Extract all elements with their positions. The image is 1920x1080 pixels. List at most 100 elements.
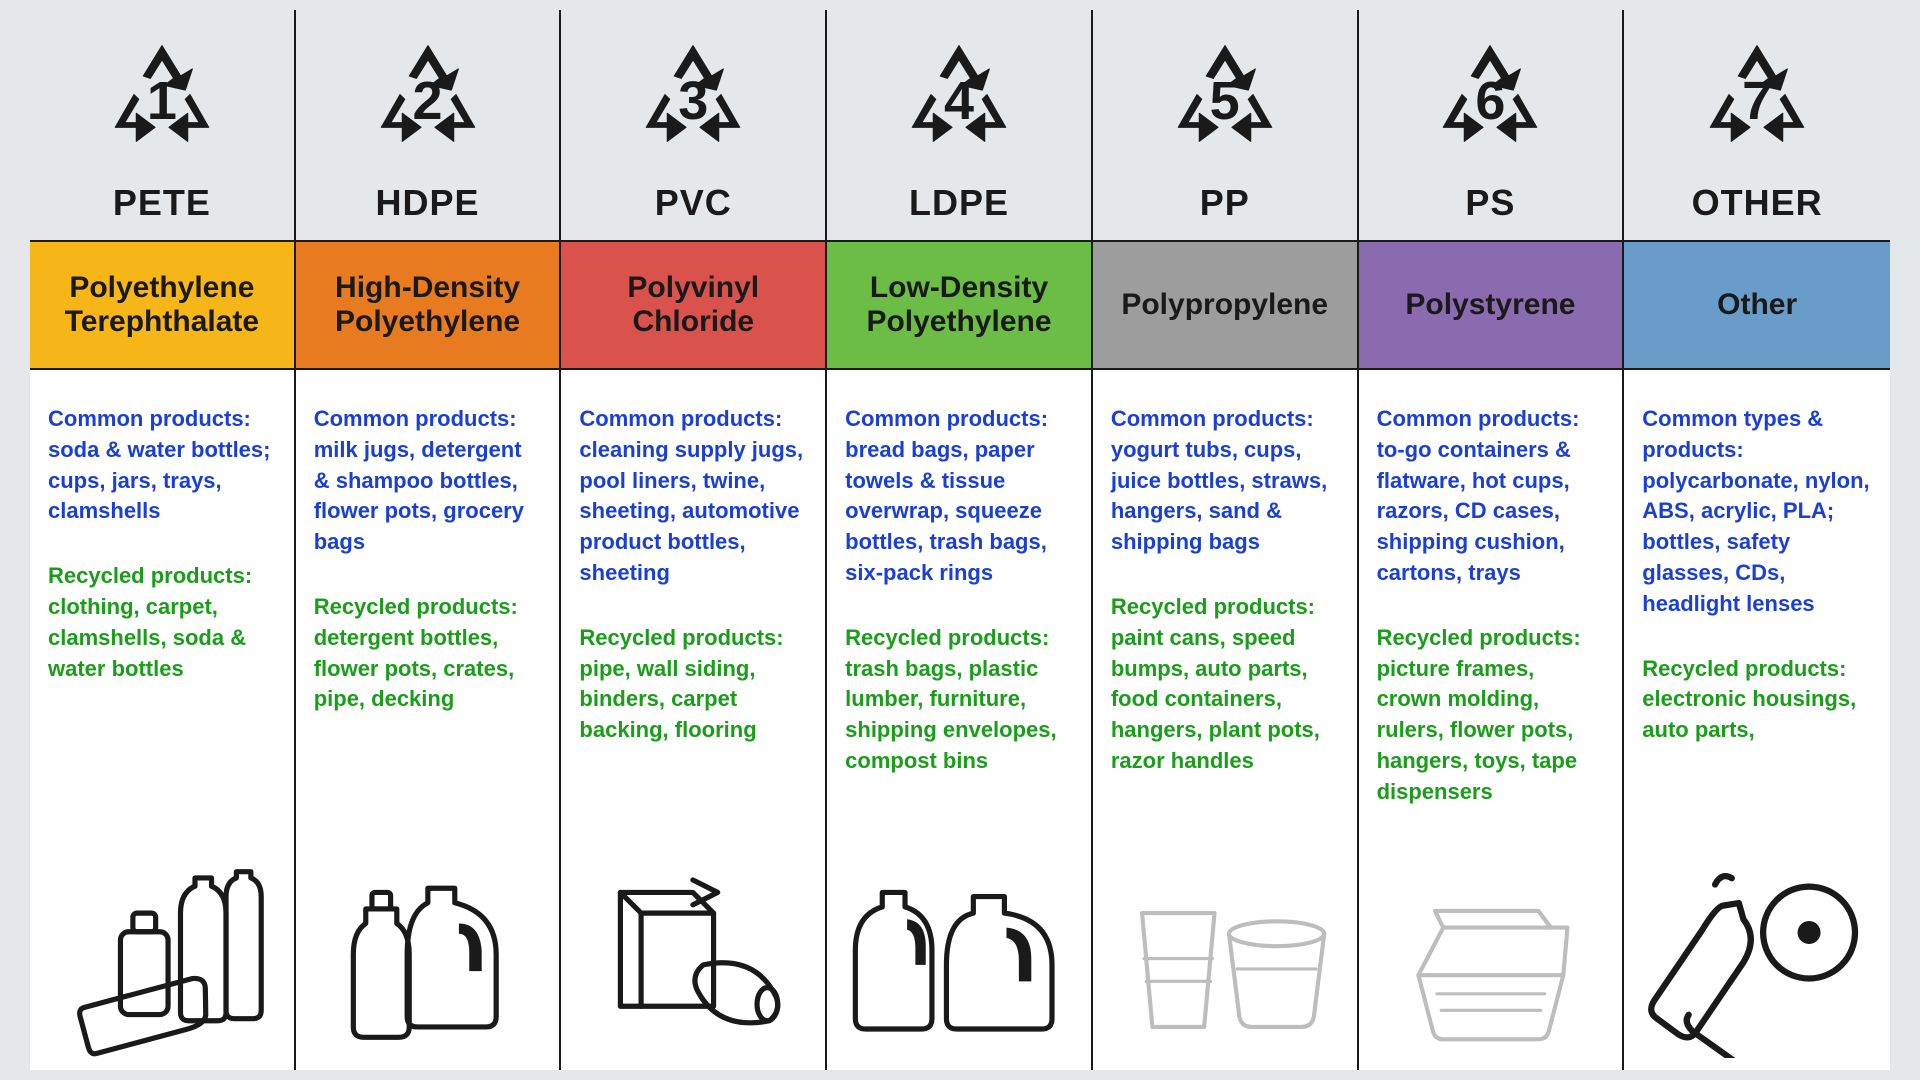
recycled-products: Recycled products: picture frames, crown… bbox=[1377, 623, 1605, 808]
column-hdpe: 2 HDPE High-Density Polyethylene Common … bbox=[296, 10, 562, 1070]
recycled-products-label: Recycled products: bbox=[48, 563, 252, 588]
common-products: Common products: yogurt tubs, cups, juic… bbox=[1111, 404, 1339, 558]
product-illustration-icon bbox=[1642, 848, 1872, 1058]
common-products-text: cleaning supply jugs, pool liners, twine… bbox=[579, 437, 803, 585]
common-products-label: Common products: bbox=[314, 406, 517, 431]
recycle-symbol-icon: 7 bbox=[1687, 34, 1827, 174]
plastic-name: Low-Density Polyethylene bbox=[835, 271, 1083, 340]
column-body: Common products: milk jugs, detergent & … bbox=[296, 370, 560, 1070]
recycle-number: 4 bbox=[944, 70, 974, 132]
header-ps: 6 PS bbox=[1359, 10, 1623, 240]
common-products: Common products: to-go containers & flat… bbox=[1377, 404, 1605, 589]
header-ldpe: 4 LDPE bbox=[827, 10, 1091, 240]
column-pp: 5 PP Polypropylene Common products: yogu… bbox=[1093, 10, 1359, 1070]
column-ldpe: 4 LDPE Low-Density Polyethylene Common p… bbox=[827, 10, 1093, 1070]
header-pvc: 3 PVC bbox=[561, 10, 825, 240]
product-illustration-icon bbox=[48, 848, 276, 1058]
column-body: Common types & products: polycarbonate, … bbox=[1624, 370, 1890, 1070]
recycle-symbol-icon: 4 bbox=[889, 34, 1029, 174]
recycled-products: Recycled products: pipe, wall siding, bi… bbox=[579, 623, 807, 746]
recycled-products-text: paint cans, speed bumps, auto parts, foo… bbox=[1111, 625, 1320, 773]
common-products: Common products: cleaning supply jugs, p… bbox=[579, 404, 807, 589]
product-illustration-icon bbox=[845, 848, 1073, 1058]
common-products-label: Common products: bbox=[1377, 406, 1580, 431]
product-illustration-icon bbox=[1111, 848, 1339, 1058]
common-products-label: Common products: bbox=[579, 406, 782, 431]
recycled-products-label: Recycled products: bbox=[579, 625, 783, 650]
column-pvc: 3 PVC Polyvinyl Chloride Common products… bbox=[561, 10, 827, 1070]
recycle-symbol-icon: 6 bbox=[1420, 34, 1560, 174]
common-products-text: yogurt tubs, cups, juice bottles, straws… bbox=[1111, 437, 1327, 554]
column-body: Common products: cleaning supply jugs, p… bbox=[561, 370, 825, 1070]
recycle-symbol-icon: 2 bbox=[358, 34, 498, 174]
recycle-symbol-icon: 3 bbox=[623, 34, 763, 174]
code-label: PS bbox=[1465, 182, 1515, 224]
plastic-name: Other bbox=[1717, 288, 1797, 323]
code-label: PETE bbox=[113, 182, 211, 224]
column-ps: 6 PS Polystyrene Common products: to-go … bbox=[1359, 10, 1625, 1070]
name-band: Polypropylene bbox=[1093, 240, 1357, 370]
product-illustration-icon bbox=[1377, 848, 1605, 1058]
recycle-number: 6 bbox=[1475, 70, 1505, 132]
common-products-text: soda & water bottles; cups, jars, trays,… bbox=[48, 437, 270, 524]
plastic-name: Polyethylene Terephthalate bbox=[38, 271, 286, 340]
recycled-products-text: detergent bottles, flower pots, crates, … bbox=[314, 625, 515, 712]
recycled-products-label: Recycled products: bbox=[1377, 625, 1581, 650]
recycled-products-text: picture frames, crown molding, rulers, f… bbox=[1377, 656, 1578, 804]
name-band: Low-Density Polyethylene bbox=[827, 240, 1091, 370]
name-band: Polystyrene bbox=[1359, 240, 1623, 370]
column-other: 7 OTHER Other Common types & products: p… bbox=[1624, 10, 1890, 1070]
name-band: High-Density Polyethylene bbox=[296, 240, 560, 370]
header-pp: 5 PP bbox=[1093, 10, 1357, 240]
recycled-products-text: electronic housings, auto parts, bbox=[1642, 686, 1856, 742]
column-body: Common products: bread bags, paper towel… bbox=[827, 370, 1091, 1070]
column-body: Common products: soda & water bottles; c… bbox=[30, 370, 294, 1070]
recycled-products-text: pipe, wall siding, binders, carpet backi… bbox=[579, 656, 756, 743]
code-label: PP bbox=[1200, 182, 1250, 224]
recycle-number: 1 bbox=[147, 70, 177, 132]
name-band: Polyvinyl Chloride bbox=[561, 240, 825, 370]
recycled-products: Recycled products: clothing, carpet, cla… bbox=[48, 561, 276, 684]
header-hdpe: 2 HDPE bbox=[296, 10, 560, 240]
common-products-label: Common products: bbox=[1111, 406, 1314, 431]
common-products-text: bread bags, paper towels & tissue overwr… bbox=[845, 437, 1047, 585]
recycled-products: Recycled products: detergent bottles, fl… bbox=[314, 592, 542, 715]
common-products: Common types & products: polycarbonate, … bbox=[1642, 404, 1872, 620]
recycle-symbol-icon: 1 bbox=[92, 34, 232, 174]
column-pete: 1 PETE Polyethylene Terephthalate Common… bbox=[30, 10, 296, 1070]
recycled-products-label: Recycled products: bbox=[1111, 594, 1315, 619]
recycled-products-label: Recycled products: bbox=[314, 594, 518, 619]
name-band: Polyethylene Terephthalate bbox=[30, 240, 294, 370]
recycled-products: Recycled products: electronic housings, … bbox=[1642, 654, 1872, 746]
code-label: PVC bbox=[655, 182, 732, 224]
code-label: LDPE bbox=[909, 182, 1009, 224]
recycle-number: 5 bbox=[1210, 70, 1240, 132]
product-illustration-icon bbox=[314, 848, 542, 1058]
common-products: Common products: milk jugs, detergent & … bbox=[314, 404, 542, 558]
plastic-name: Polypropylene bbox=[1121, 288, 1328, 323]
common-products-text: milk jugs, detergent & shampoo bottles, … bbox=[314, 437, 524, 554]
plastic-name: Polyvinyl Chloride bbox=[569, 271, 817, 340]
recycle-symbol-icon: 5 bbox=[1155, 34, 1295, 174]
common-products: Common products: soda & water bottles; c… bbox=[48, 404, 276, 527]
product-illustration-icon bbox=[579, 848, 807, 1058]
common-products-label: Common types & products: bbox=[1642, 406, 1823, 462]
code-label: OTHER bbox=[1692, 182, 1823, 224]
recycled-products-text: clothing, carpet, clamshells, soda & wat… bbox=[48, 594, 246, 681]
code-label: HDPE bbox=[376, 182, 480, 224]
plastic-name: High-Density Polyethylene bbox=[304, 271, 552, 340]
name-band: Other bbox=[1624, 240, 1890, 370]
common-products-label: Common products: bbox=[48, 406, 251, 431]
recycle-number: 3 bbox=[678, 70, 708, 132]
common-products: Common products: bread bags, paper towel… bbox=[845, 404, 1073, 589]
column-body: Common products: yogurt tubs, cups, juic… bbox=[1093, 370, 1357, 1070]
common-products-text: polycarbonate, nylon, ABS, acrylic, PLA;… bbox=[1642, 468, 1869, 616]
recycle-number: 2 bbox=[413, 70, 443, 132]
recycled-products-label: Recycled products: bbox=[1642, 656, 1846, 681]
column-body: Common products: to-go containers & flat… bbox=[1359, 370, 1623, 1070]
common-products-label: Common products: bbox=[845, 406, 1048, 431]
header-other: 7 OTHER bbox=[1624, 10, 1890, 240]
plastic-name: Polystyrene bbox=[1405, 288, 1575, 323]
recycled-products: Recycled products: paint cans, speed bum… bbox=[1111, 592, 1339, 777]
header-pete: 1 PETE bbox=[30, 10, 294, 240]
